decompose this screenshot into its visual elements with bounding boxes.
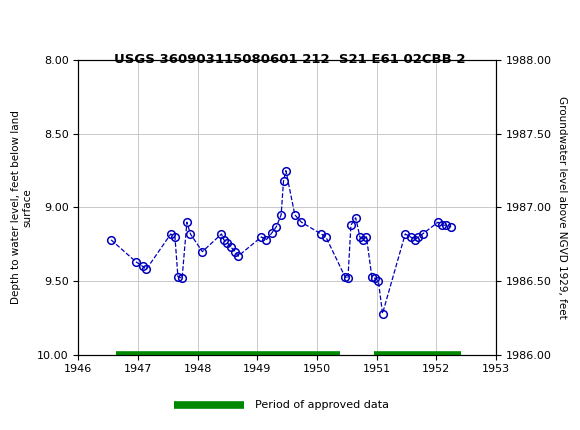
Text: Period of approved data: Period of approved data — [255, 400, 389, 410]
Y-axis label: Depth to water level, feet below land
surface: Depth to water level, feet below land su… — [11, 111, 33, 304]
Text: ▓USGS: ▓USGS — [7, 15, 66, 31]
Y-axis label: Groundwater level above NGVD 1929, feet: Groundwater level above NGVD 1929, feet — [557, 96, 567, 319]
Text: USGS 360903115080601 212  S21 E61 02CBB 2: USGS 360903115080601 212 S21 E61 02CBB 2 — [114, 53, 466, 66]
